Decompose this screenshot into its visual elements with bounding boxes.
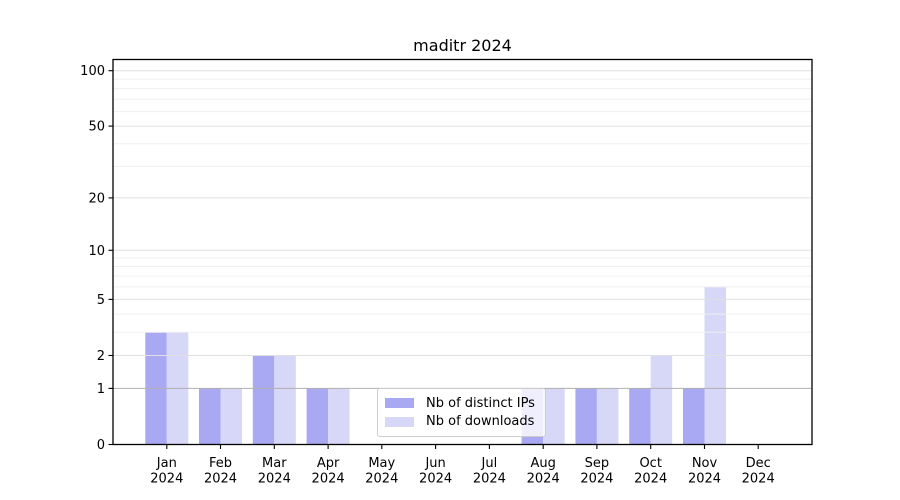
y-tick-label-0: 0 <box>97 438 105 453</box>
y-tick-label-2: 2 <box>97 349 105 364</box>
plot-border <box>112 58 813 446</box>
bar-downloads-oct <box>650 355 673 445</box>
bar-distinct-ips-feb <box>199 388 221 445</box>
x-tick-label-may: May 2024 <box>365 456 398 487</box>
x-tick-label-nov: Nov 2024 <box>688 456 721 487</box>
x-tick-label-oct: Oct 2024 <box>634 456 667 487</box>
legend-label-downloads: Nb of downloads <box>426 414 535 430</box>
legend-item-downloads: Nb of downloads <box>385 414 538 429</box>
bar-downloads-aug <box>543 388 565 445</box>
y-tick-label-1: 1 <box>97 382 105 397</box>
chart-title: maditr 2024 <box>413 36 512 55</box>
bar-distinct-ips-oct <box>629 388 651 445</box>
x-tick-label-mar: Mar 2024 <box>258 456 291 487</box>
x-tick-label-jan: Jan 2024 <box>150 456 183 487</box>
y-tick-label-5: 5 <box>97 293 105 308</box>
y-tick-label-20: 20 <box>88 191 105 206</box>
y-tick-label-10: 10 <box>88 244 105 259</box>
x-tick-label-feb: Feb 2024 <box>204 456 237 487</box>
bar-distinct-ips-apr <box>306 388 329 445</box>
y-tick-label-50: 50 <box>88 120 105 135</box>
bar-downloads-sep <box>596 388 619 445</box>
x-tick-label-dec: Dec 2024 <box>742 456 775 487</box>
x-tick-label-aug: Aug 2024 <box>527 456 560 487</box>
x-tick-label-jun: Jun 2024 <box>419 456 452 487</box>
x-tick-label-apr: Apr 2024 <box>312 456 345 487</box>
y-tick-label-100: 100 <box>80 64 105 79</box>
legend-label-distinct-ips: Nb of distinct IPs <box>426 395 535 411</box>
legend-item-distinct-ips: Nb of distinct IPs <box>385 396 538 411</box>
bar-downloads-apr <box>328 388 350 445</box>
bar-downloads-mar <box>274 355 296 445</box>
bar-distinct-ips-sep <box>575 388 597 445</box>
bar-distinct-ips-mar <box>252 355 275 445</box>
x-tick-label-sep: Sep 2024 <box>580 456 613 487</box>
bar-downloads-nov <box>704 286 726 445</box>
bar-distinct-ips-nov <box>683 388 705 445</box>
legend: Nb of distinct IPs Nb of downloads <box>377 388 546 437</box>
legend-swatch-distinct-ips <box>385 398 414 409</box>
legend-swatch-downloads <box>385 416 414 427</box>
x-tick-label-jul: Jul 2024 <box>473 456 506 487</box>
bar-downloads-feb <box>220 388 242 445</box>
